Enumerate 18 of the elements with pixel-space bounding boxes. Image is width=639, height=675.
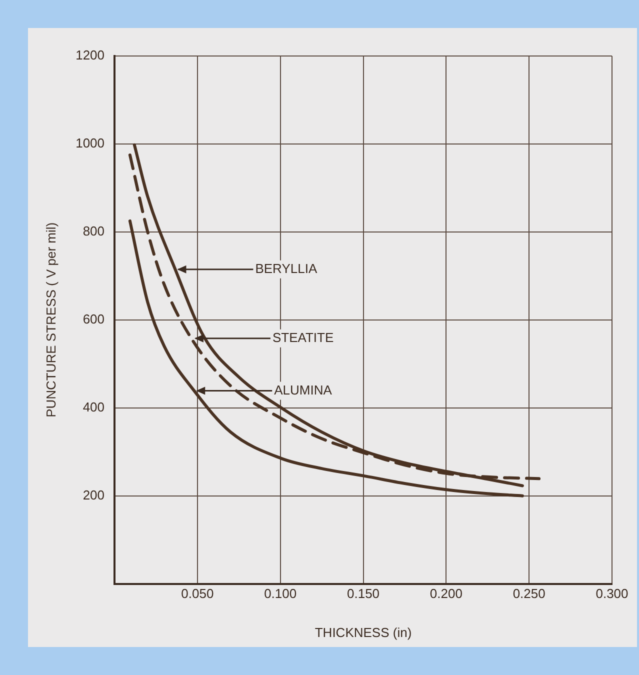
x-tick-label: 0.050: [181, 586, 214, 602]
y-tick-label: 800: [82, 224, 105, 239]
x-tick-label: 0.200: [430, 586, 462, 602]
annotation: STEATITE: [272, 330, 334, 345]
annotation: ALUMINA: [274, 382, 332, 398]
y-tick-label: 600: [82, 311, 105, 326]
x-tick-label: 0.250: [512, 586, 546, 602]
y-axis-title: PUNCTURE STRESS ( V per mil): [43, 222, 58, 418]
line-series: [128, 219, 524, 498]
x-tick-label: 0.150: [346, 586, 380, 602]
y-tick-label: 1000: [76, 136, 105, 151]
y-tick-label: 400: [82, 399, 105, 414]
x-axis-title: THICKNESS (in): [314, 624, 412, 640]
annotation: BERYLLIA: [255, 260, 318, 276]
y-tick-label: 1200: [76, 48, 105, 63]
x-tick-label: 0.100: [264, 586, 297, 602]
y-tick-label: 200: [82, 487, 105, 502]
x-tick-label: 0.300: [596, 586, 628, 602]
